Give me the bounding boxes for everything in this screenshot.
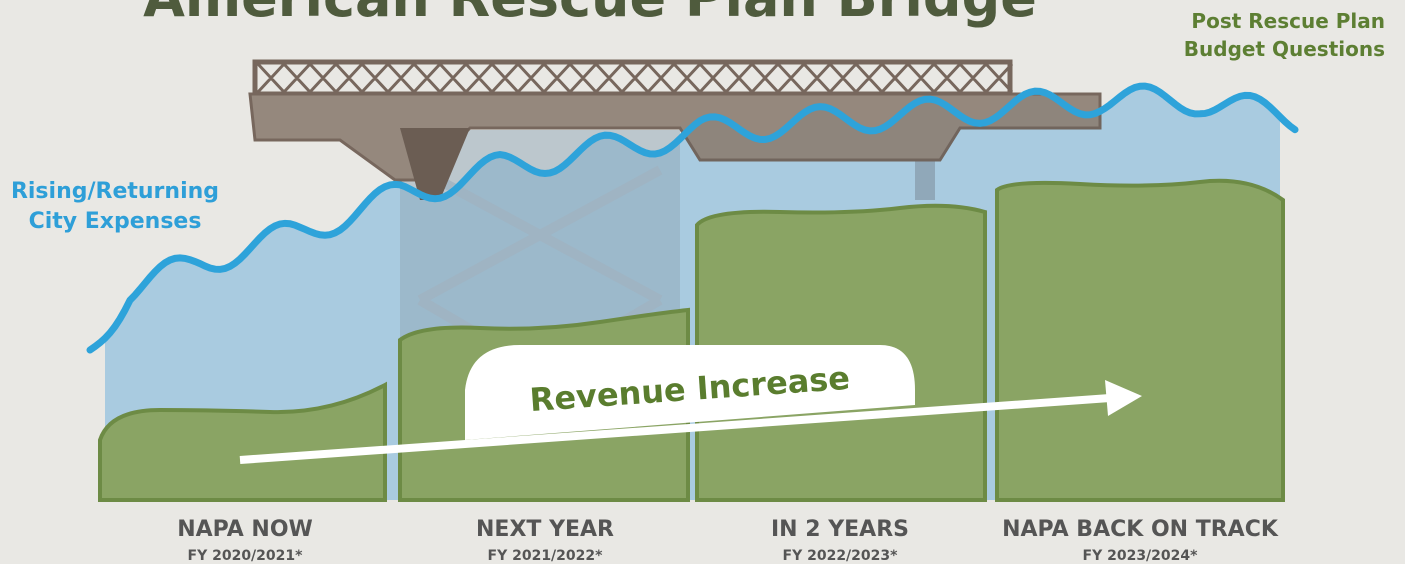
right-label: Post Rescue Plan	[1191, 9, 1385, 33]
right-label: Budget Questions	[1184, 37, 1385, 61]
column-name: NAPA BACK ON TRACK	[1002, 517, 1279, 542]
column-period: FY 2022/2023*	[783, 548, 899, 564]
column-period: FY 2021/2022*	[488, 548, 604, 564]
infographic: American Rescue Plan Bridge Revenue Incr…	[0, 0, 1405, 564]
column-period: FY 2020/2021*	[188, 548, 304, 564]
column-name: IN 2 YEARS	[771, 517, 909, 542]
left-label: Rising/Returning	[11, 179, 219, 204]
column-period: FY 2023/2024*	[1083, 548, 1199, 564]
column-name: NAPA NOW	[177, 517, 313, 542]
column-name: NEXT YEAR	[476, 517, 614, 542]
title: American Rescue Plan Bridge	[143, 0, 1037, 29]
left-label: City Expenses	[29, 209, 202, 234]
